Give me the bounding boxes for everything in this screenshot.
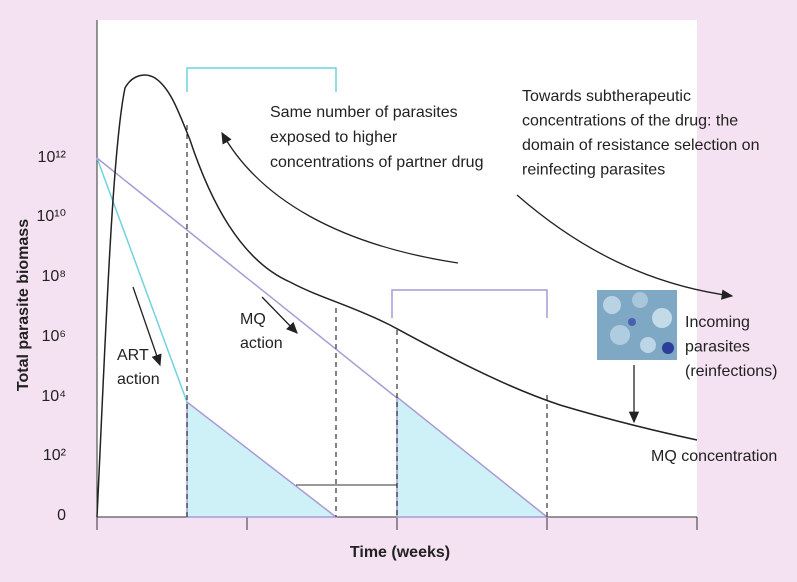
y-tick-label: 10¹⁰ <box>36 208 66 225</box>
bracket <box>186 67 337 92</box>
arrow <box>261 296 298 334</box>
y-axis-title: Total parasite biomass <box>15 219 32 391</box>
mq-curve <box>96 74 698 518</box>
annotation: concentrations of partner drug <box>270 154 483 171</box>
annotation: MQ concentration <box>651 448 777 465</box>
y-tick-label: 10² <box>43 447 67 464</box>
annotation: domain of resistance selection on <box>522 137 759 154</box>
annotation: MQ <box>240 311 266 328</box>
bracket <box>391 289 548 318</box>
x-ticks <box>96 517 698 530</box>
annotation: parasites <box>685 339 750 356</box>
annotation: Same number of parasites <box>270 104 458 121</box>
x-axis-title: Time (weeks) <box>350 544 450 561</box>
art-decline <box>96 157 188 403</box>
annotation: action <box>117 371 160 388</box>
annotation: concentrations of the drug: the <box>522 113 738 130</box>
annotation: (reinfections) <box>685 363 777 380</box>
mq-decline <box>96 157 398 399</box>
y-tick-label: 10⁸ <box>41 268 66 285</box>
annotation: reinfecting parasites <box>522 162 665 179</box>
annotation: exposed to higher <box>270 129 398 146</box>
annotation: Towards subtherapeutic <box>522 88 691 105</box>
y-tick-label: 10⁴ <box>41 388 66 405</box>
y-tick-label: 10⁶ <box>42 328 66 345</box>
y-tick-label: 0 <box>57 507 66 524</box>
arrow <box>132 286 162 367</box>
y-tick-label: 10¹² <box>38 149 67 166</box>
arrow <box>516 194 734 300</box>
annotation: action <box>240 335 283 352</box>
arrow <box>221 131 459 264</box>
annotation: ART <box>117 347 149 364</box>
micrograph <box>597 290 677 360</box>
annotation: Incoming <box>685 314 750 331</box>
